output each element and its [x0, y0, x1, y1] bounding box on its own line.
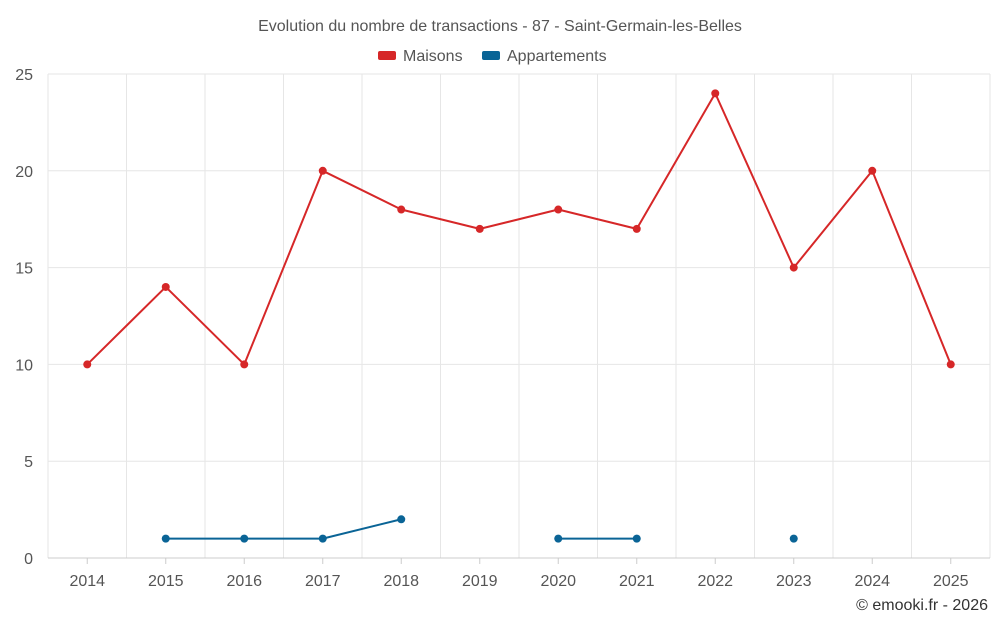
legend-label-maisons: Maisons [403, 48, 463, 65]
series-line-maisons [86, 92, 952, 366]
series-maisons [83, 89, 955, 369]
x-tick-label: 2021 [619, 573, 655, 590]
x-tick-label: 2018 [383, 573, 419, 590]
y-tick-label: 20 [15, 164, 33, 181]
x-tick-label: 2024 [854, 573, 890, 590]
data-point-appartements[interactable] [554, 534, 563, 543]
y-tick-label: 15 [15, 261, 33, 278]
legend-item-maisons[interactable]: Maisons [378, 48, 463, 65]
data-point-maisons[interactable] [397, 205, 406, 214]
data-point-maisons[interactable] [240, 360, 249, 369]
data-point-maisons[interactable] [711, 89, 720, 98]
data-point-maisons[interactable] [475, 224, 484, 233]
data-point-appartements[interactable] [632, 534, 641, 543]
data-point-maisons[interactable] [318, 166, 327, 175]
y-tick-label: 5 [24, 454, 33, 471]
data-point-maisons[interactable] [946, 360, 955, 369]
y-tick-label: 10 [15, 357, 33, 374]
x-tick-label: 2023 [776, 573, 812, 590]
legend: Maisons Appartements [378, 48, 607, 65]
credit-text: © emooki.fr - 2026 [856, 597, 988, 614]
x-tick-label: 2015 [148, 573, 184, 590]
series-line-appartements [165, 518, 402, 540]
x-tick-label: 2022 [697, 573, 733, 590]
data-point-appartements[interactable] [161, 534, 170, 543]
y-tick-label: 25 [15, 67, 33, 84]
data-point-appartements[interactable] [318, 534, 327, 543]
data-point-maisons[interactable] [868, 166, 877, 175]
data-point-maisons[interactable] [161, 282, 170, 291]
x-tick-label: 2014 [69, 573, 105, 590]
x-tick-label: 2019 [462, 573, 498, 590]
legend-swatch-maisons [378, 51, 396, 60]
data-point-appartements[interactable] [789, 534, 798, 543]
legend-label-appartements: Appartements [507, 48, 607, 65]
grid [47, 73, 991, 558]
data-point-maisons[interactable] [83, 360, 92, 369]
series [83, 89, 955, 543]
data-point-appartements[interactable] [240, 534, 249, 543]
data-point-maisons[interactable] [789, 263, 798, 272]
x-tick-label: 2017 [305, 573, 341, 590]
data-point-maisons[interactable] [554, 205, 563, 214]
x-tick-label: 2025 [933, 573, 969, 590]
data-point-appartements[interactable] [397, 515, 406, 524]
x-tick-label: 2020 [540, 573, 576, 590]
data-point-maisons[interactable] [632, 224, 641, 233]
x-tick-label: 2016 [226, 573, 262, 590]
chart-title: Evolution du nombre de transactions - 87… [258, 18, 742, 35]
y-tick-label: 0 [24, 551, 33, 568]
series-appartements [161, 515, 798, 543]
legend-item-appartements[interactable]: Appartements [482, 48, 607, 65]
legend-swatch-appartements [482, 51, 500, 60]
